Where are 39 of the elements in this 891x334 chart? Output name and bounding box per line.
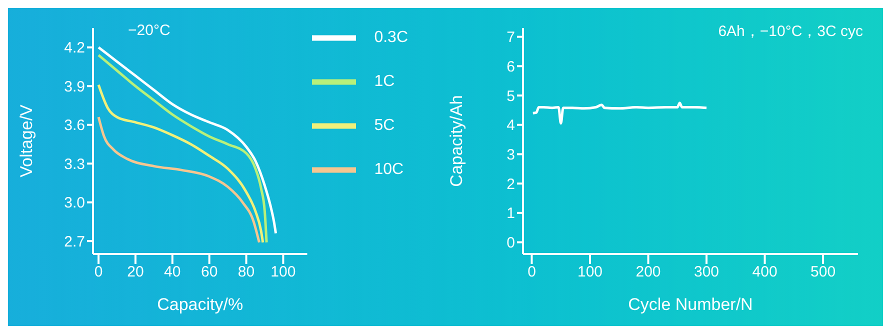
line-series <box>532 102 708 125</box>
legend-label: 1C <box>374 73 395 90</box>
y-tick-label: 3.3 <box>64 156 85 173</box>
x-tick-label: 100 <box>270 264 296 281</box>
annotation: −20°C <box>128 22 170 39</box>
annotation: 6Ah，−10°C，3C cyc <box>718 22 863 41</box>
legend-label: 5C <box>374 117 395 134</box>
y-tick-label: 3.0 <box>64 194 85 212</box>
legend-label: 0.3C <box>374 29 408 46</box>
y-tick-label: 2.7 <box>64 233 85 250</box>
x-axis-title: Cycle Number/N <box>628 295 753 314</box>
x-tick-label: 60 <box>200 264 218 281</box>
y-tick-label: 2 <box>506 176 515 193</box>
line-series <box>97 116 260 244</box>
x-tick-label: 80 <box>238 264 255 281</box>
y-tick-label: 1 <box>506 205 515 222</box>
x-tick-label: 100 <box>577 264 603 281</box>
y-axis-title: Voltage/V <box>17 104 36 178</box>
y-tick-label: 5 <box>506 88 515 105</box>
legend-label: 10C <box>374 161 404 178</box>
x-tick-label: 20 <box>127 264 144 281</box>
y-tick-label: 4 <box>506 117 515 134</box>
x-axis-title: Capacity/% <box>157 295 244 314</box>
x-tick-label: 500 <box>810 264 836 281</box>
y-tick-label: 7 <box>506 29 515 46</box>
y-tick-label: 0 <box>506 234 515 252</box>
y-tick-label: 3.9 <box>64 78 85 96</box>
x-tick-label: 0 <box>94 264 103 281</box>
y-tick-label: 6 <box>506 58 515 76</box>
y-tick-label: 3.6 <box>64 117 85 134</box>
x-tick-label: 0 <box>528 264 536 281</box>
line-series <box>97 84 264 244</box>
y-axis-title: Capacity/Ah <box>447 95 466 187</box>
y-tick-label: 3 <box>506 146 515 164</box>
x-tick-label: 40 <box>164 264 181 281</box>
x-tick-label: 200 <box>636 264 661 281</box>
x-tick-label: 400 <box>752 264 778 281</box>
y-tick-label: 4.2 <box>64 40 85 57</box>
x-tick-label: 300 <box>694 264 720 281</box>
